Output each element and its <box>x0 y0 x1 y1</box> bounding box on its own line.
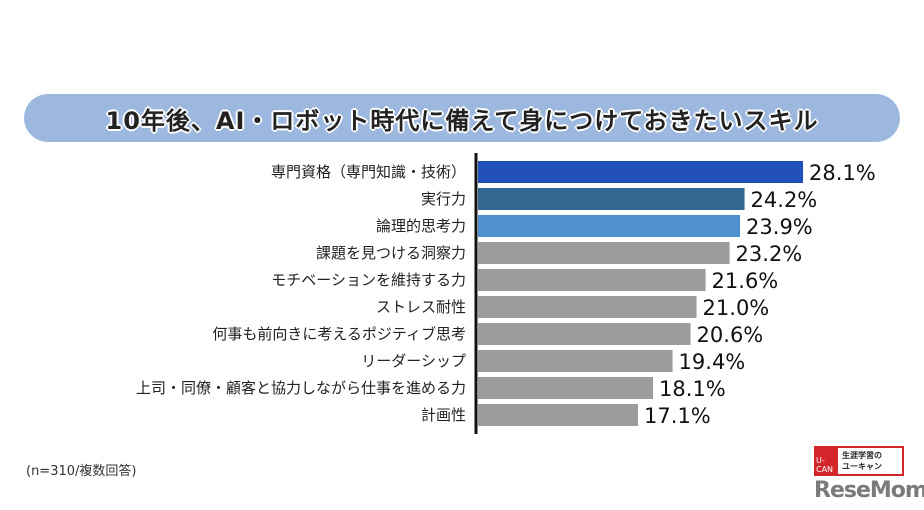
category-label: リーダーシップ <box>361 352 466 370</box>
ucan-mark-icon: U-CAN <box>816 448 838 474</box>
bar <box>478 350 673 372</box>
category-label: ストレス耐性 <box>376 298 466 316</box>
bar <box>478 215 741 237</box>
value-label: 19.4% <box>679 350 746 374</box>
resemom-logo: ReseMom <box>814 478 924 503</box>
category-label: 論理的思考力 <box>376 217 466 235</box>
chart-title: 10年後、AI・ロボット時代に備えて身につけておきたいスキル <box>105 106 819 135</box>
value-label: 20.6% <box>697 323 764 347</box>
bar <box>478 323 691 345</box>
bar <box>478 269 706 291</box>
category-label: モチベーションを維持する力 <box>271 271 466 289</box>
category-label: 計画性 <box>421 406 466 424</box>
value-label: 28.1% <box>809 161 876 185</box>
category-label: 実行力 <box>421 190 466 208</box>
chart-title-banner: 10年後、AI・ロボット時代に備えて身につけておきたいスキル <box>24 94 900 142</box>
bar <box>478 377 654 399</box>
ucan-logo: U-CAN 生涯学習の ユーキャン <box>814 446 904 476</box>
bar <box>478 296 697 318</box>
bar <box>478 188 745 210</box>
value-label: 18.1% <box>659 377 726 401</box>
value-label: 17.1% <box>644 404 711 428</box>
value-label: 21.6% <box>712 269 779 293</box>
value-label: 23.9% <box>746 215 813 239</box>
sample-note: (n=310/複数回答) <box>26 464 137 479</box>
category-label: 何事も前向きに考えるポジティブ思考 <box>212 325 466 343</box>
bar <box>478 242 730 264</box>
logo: U-CAN 生涯学習の ユーキャン ReseMom <box>814 446 924 503</box>
category-label: 課題を見つける洞察力 <box>316 244 466 262</box>
category-label: 専門資格（専門知識・技術） <box>271 163 466 181</box>
bar <box>478 404 639 426</box>
value-label: 21.0% <box>703 296 770 320</box>
bar <box>478 161 804 183</box>
value-label: 24.2% <box>751 188 818 212</box>
value-label: 23.2% <box>736 242 803 266</box>
category-label: 上司・同僚・顧客と協力しながら仕事を進める力 <box>136 379 466 397</box>
